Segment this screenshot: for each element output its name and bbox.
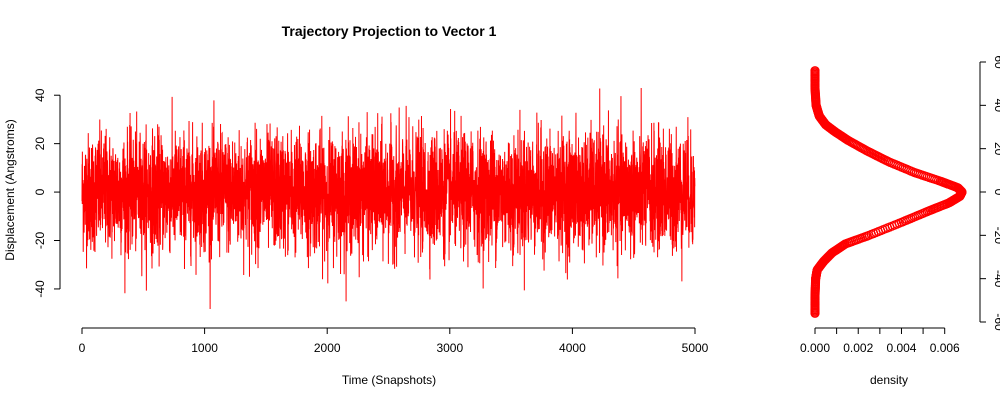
density-y-tick-label: 0 — [992, 189, 1000, 196]
density-panel: 0.000 0.002 0.004 0.006 -60 -40 -20 0 20 40 60 de… — [800, 55, 1000, 387]
density-x-tick-label: 0.004 — [886, 341, 916, 355]
density-y-tick-label: 60 — [992, 55, 1000, 69]
x-tick-label: 5000 — [682, 341, 709, 355]
x-tick-label: 2000 — [314, 341, 341, 355]
density-point — [810, 66, 820, 76]
density-y-tick-label: 20 — [992, 142, 1000, 156]
x-axis-label: Time (Snapshots) — [342, 373, 436, 387]
trajectory-x-axis: 0 1000 2000 3000 4000 5000 — [79, 327, 709, 355]
density-x-axis: 0.000 0.002 0.004 0.006 — [800, 327, 960, 355]
density-y-tick-label: 40 — [992, 99, 1000, 113]
density-curve — [810, 66, 967, 318]
trajectory-line — [81, 87, 696, 309]
y-tick-label: 0 — [33, 188, 47, 195]
density-y-tick-label: -20 — [992, 227, 1000, 245]
y-tick-label: 20 — [33, 137, 47, 151]
y-tick-label: -40 — [33, 280, 47, 298]
y-tick-label: 40 — [33, 88, 47, 102]
y-tick-label: -20 — [33, 232, 47, 250]
x-tick-label: 3000 — [436, 341, 463, 355]
x-tick-label: 1000 — [191, 341, 218, 355]
trajectory-trace — [81, 87, 696, 309]
chart-title: Trajectory Projection to Vector 1 — [282, 23, 497, 39]
density-y-tick-label: -40 — [992, 270, 1000, 288]
density-x-axis-label: density — [870, 373, 908, 387]
trajectory-y-axis: -40 -20 0 20 40 — [33, 88, 61, 298]
density-y-tick-label: -60 — [992, 313, 1000, 331]
density-x-tick-label: 0.006 — [930, 341, 960, 355]
x-tick-label: 4000 — [559, 341, 586, 355]
density-x-tick-label: 0.002 — [843, 341, 873, 355]
y-axis-label: Displacement (Angstroms) — [3, 119, 17, 260]
density-y-axis: -60 -40 -20 0 20 40 60 — [979, 55, 1000, 331]
x-tick-label: 0 — [79, 341, 86, 355]
trajectory-panel: Trajectory Projection to Vector 1 0 1000 2… — [3, 23, 709, 387]
density-x-tick-label: 0.000 — [800, 341, 830, 355]
